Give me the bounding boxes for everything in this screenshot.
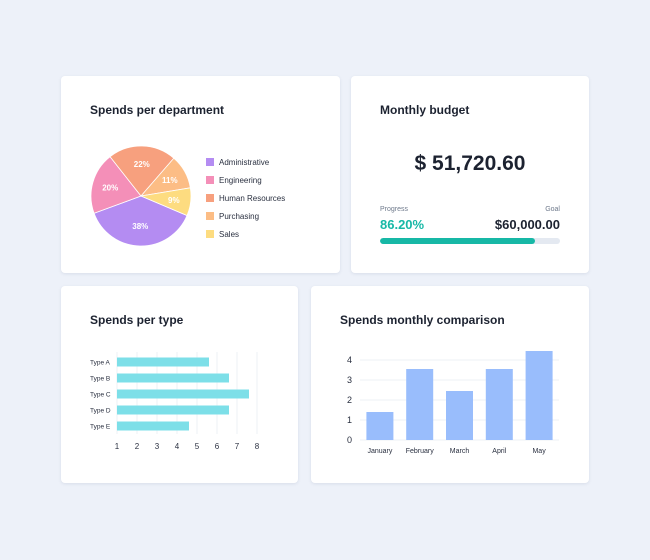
progress-bar	[380, 238, 560, 244]
pie-slice-label: 22%	[134, 160, 150, 169]
x-tick-label: 3	[155, 442, 160, 451]
bar-type-d	[117, 405, 229, 415]
department-legend: Administrative Engineering Human Resourc…	[206, 153, 285, 243]
x-category-label: January	[367, 448, 392, 455]
x-tick-label: 8	[255, 442, 260, 451]
x-tick-label: 4	[175, 442, 180, 451]
y-category-label: Type A	[90, 360, 111, 367]
bar-april	[485, 369, 513, 440]
legend-label: Purchasing	[219, 211, 260, 221]
legend-label: Human Resources	[219, 193, 286, 203]
monthly-budget-card: Monthly budget $ 51,720.60 Progress Goal…	[351, 76, 589, 273]
department-spend-card: Spends per department 38% 20% 22% 11% 9% Adm…	[61, 76, 340, 273]
y-tick-label: 3	[347, 375, 352, 385]
y-tick-label: 0	[347, 435, 352, 445]
x-tick-label: 2	[135, 442, 140, 451]
legend-label: Sales	[219, 229, 240, 239]
legend-swatch	[206, 194, 214, 202]
legend-item-engineering: Engineering	[206, 171, 285, 189]
legend-swatch	[206, 158, 214, 166]
y-tick-label: 1	[347, 415, 352, 425]
bar-type-c	[117, 389, 249, 399]
budget-card-title: Monthly budget	[380, 103, 470, 117]
legend-label: Administrative	[219, 157, 270, 167]
pie-slice-label: 38%	[132, 222, 148, 231]
y-tick-label: 2	[347, 395, 352, 405]
x-category-label: May	[532, 448, 546, 455]
pie-slice-label: 11%	[162, 176, 178, 185]
goal-value: $60,000.00	[494, 217, 560, 232]
legend-item-purchasing: Purchasing	[206, 207, 285, 225]
pie-slice-administrative	[93, 195, 188, 247]
y-category-label: Type B	[90, 376, 110, 383]
legend-swatch	[206, 176, 214, 184]
pie-slice-label: 9%	[168, 196, 180, 205]
legend-item-human-resources: Human Resources	[206, 189, 285, 207]
department-card-title: Spends per department	[90, 103, 225, 117]
legend-item-administrative: Administrative	[206, 153, 285, 171]
bar-january	[366, 412, 394, 440]
x-tick-label: 1	[115, 442, 120, 451]
y-tick-label: 4	[347, 355, 352, 365]
pie-slice-human-resources	[109, 145, 175, 197]
legend-item-sales: Sales	[206, 225, 285, 243]
x-category-label: March	[450, 448, 470, 455]
bar-march	[446, 391, 473, 440]
type-spend-card: Spends per type 1 2 3 4 5 6 7 8 Type A Type B Type…	[61, 286, 298, 483]
budget-amount: $ 51,720.60	[414, 152, 526, 175]
y-category-label: Type E	[90, 424, 111, 431]
progress-label: Progress	[380, 206, 409, 213]
bar-type-a	[117, 357, 209, 367]
monthly-comparison-card: Spends monthly comparison 0 1 2 3 4 January Fe…	[311, 286, 589, 483]
y-category-label: Type C	[90, 392, 111, 399]
y-category-label: Type D	[90, 408, 111, 415]
progress-bar-fill	[380, 238, 536, 244]
legend-label: Engineering	[219, 175, 262, 185]
department-pie-chart: 38% 20% 22% 11% 9%	[90, 145, 192, 247]
x-category-label: February	[406, 448, 435, 455]
goal-label: Goal	[545, 206, 560, 213]
progress-value: 86.20%	[380, 217, 425, 232]
x-category-label: April	[492, 448, 506, 455]
legend-swatch	[206, 212, 214, 220]
bar-type-b	[117, 373, 229, 383]
bar-february	[406, 369, 434, 440]
x-tick-label: 7	[235, 442, 240, 451]
pie-slice-engineering	[90, 156, 142, 214]
monthly-card-title: Spends monthly comparison	[340, 313, 505, 327]
pie-slice-label: 20%	[102, 183, 118, 192]
x-tick-label: 6	[215, 442, 220, 451]
type-bar-chart: 1 2 3 4 5 6 7 8 Type A Type B Type C Type D Type E	[90, 352, 260, 451]
legend-swatch	[206, 230, 214, 238]
x-tick-label: 5	[195, 442, 200, 451]
pie-slice-sales	[139, 187, 192, 217]
type-card-title: Spends per type	[90, 313, 184, 327]
bar-type-e	[117, 421, 189, 431]
monthly-bar-chart: 0 1 2 3 4 January February March April May	[347, 351, 559, 455]
bar-may	[525, 351, 553, 440]
